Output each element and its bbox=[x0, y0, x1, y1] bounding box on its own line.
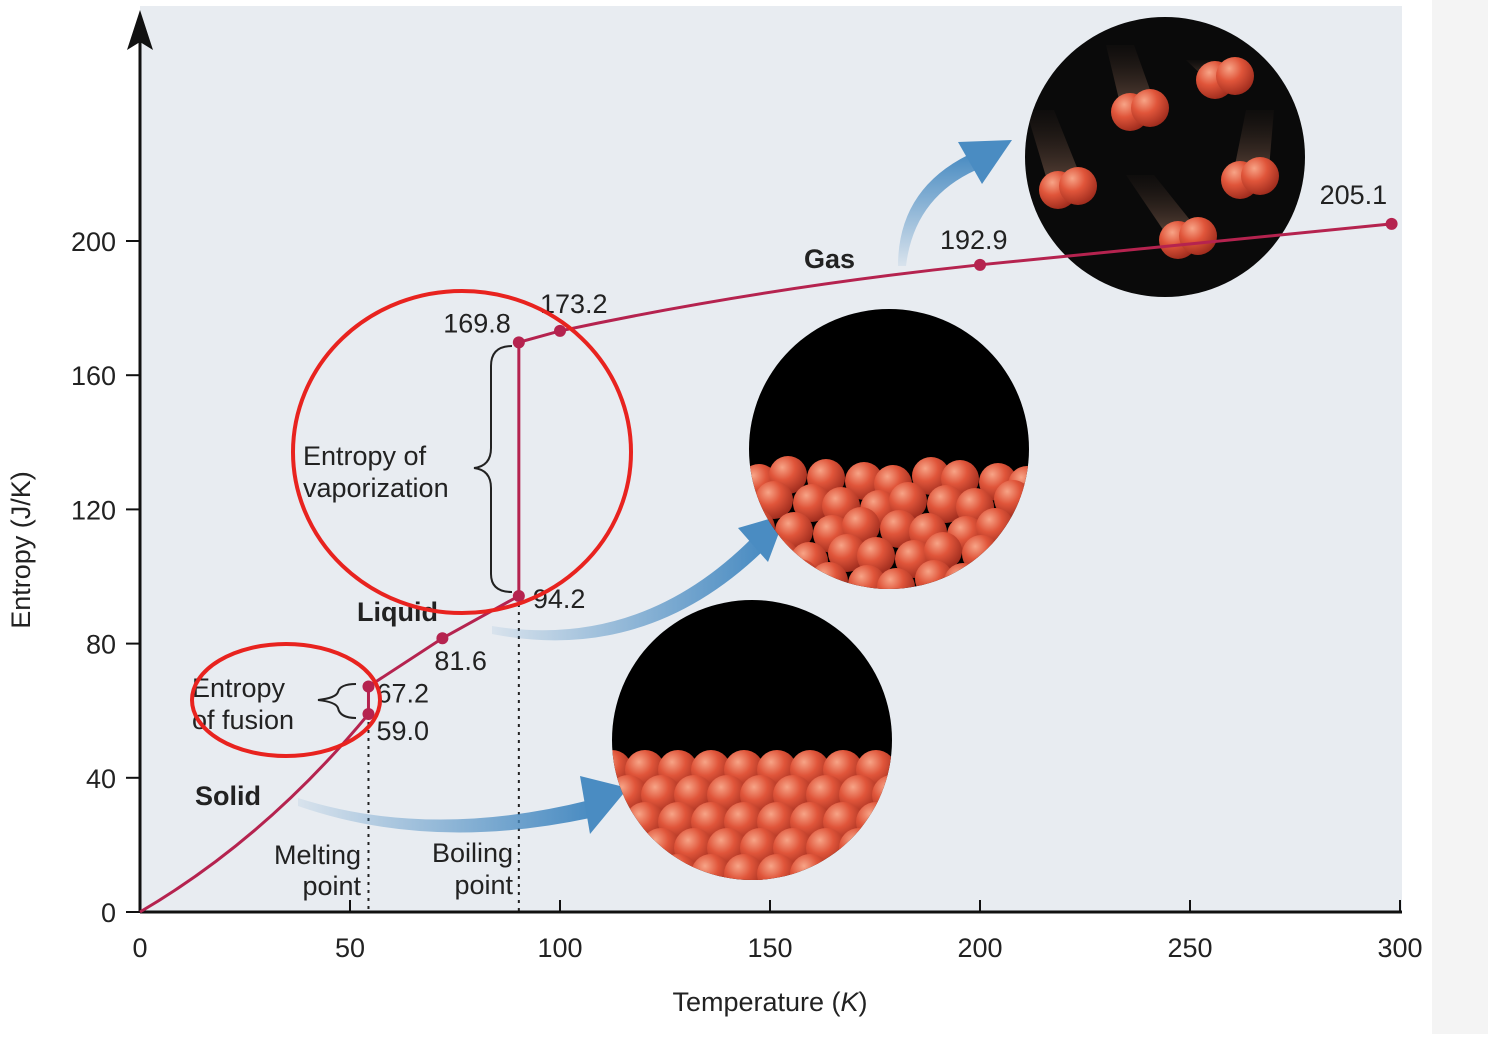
gas-molecular-view bbox=[1025, 17, 1305, 297]
vaporization-annotation-line2: vaporization bbox=[303, 473, 449, 503]
vaporization-highlight-circle bbox=[291, 289, 633, 615]
molecule-sphere bbox=[828, 534, 866, 572]
molecule-sphere bbox=[927, 485, 965, 523]
y-tick-label: 80 bbox=[86, 630, 116, 660]
x-tick-label: 150 bbox=[747, 933, 792, 963]
molecule-sphere bbox=[1241, 157, 1279, 195]
data-point bbox=[554, 324, 566, 337]
vaporization-annotation-line1: Entropy of bbox=[303, 441, 427, 471]
fusion-annotation-line1: Entropy bbox=[192, 673, 286, 703]
data-point-label: 94.2 bbox=[533, 584, 586, 614]
y-axis-title: Entropy (J/K) bbox=[6, 471, 36, 629]
boiling-point-label-line1: Boiling bbox=[432, 838, 513, 868]
data-point bbox=[974, 258, 986, 271]
molecule-sphere bbox=[1216, 57, 1254, 95]
gas-arrow-body bbox=[898, 155, 976, 266]
y-axis-ticks: 0 40 80 120 160 200 bbox=[71, 227, 140, 928]
molecule-sphere bbox=[1179, 217, 1217, 255]
x-axis-ticks: 0 50 100 150 200 250 300 bbox=[132, 900, 1423, 963]
x-tick-label: 250 bbox=[1167, 933, 1212, 963]
gas-label: Gas bbox=[804, 244, 855, 274]
molecule-sphere bbox=[845, 462, 883, 500]
data-point-label: 205.1 bbox=[1320, 180, 1388, 210]
data-point bbox=[436, 632, 449, 645]
y-axis-arrowhead bbox=[127, 10, 153, 50]
liquid-arrow-body bbox=[492, 538, 762, 641]
x-tick-label: 200 bbox=[957, 933, 1002, 963]
entropy-curve bbox=[139, 222, 1392, 914]
data-point bbox=[1385, 217, 1398, 230]
solid-label: Solid bbox=[195, 781, 261, 811]
molecule-sphere bbox=[1131, 89, 1169, 127]
y-tick-label: 0 bbox=[101, 898, 116, 928]
molecule-sphere bbox=[793, 484, 831, 522]
data-point-label: 169.8 bbox=[443, 308, 511, 338]
x-axis-title: Temperature (K) bbox=[672, 987, 867, 1017]
molecule-sphere bbox=[1059, 167, 1097, 205]
y-tick-label: 120 bbox=[71, 495, 116, 525]
data-point bbox=[362, 708, 375, 721]
data-point bbox=[512, 336, 525, 349]
fusion-brace bbox=[317, 683, 357, 719]
fusion-highlight-circle bbox=[190, 642, 382, 758]
data-point bbox=[512, 589, 525, 602]
molecule-sphere bbox=[757, 854, 797, 880]
data-point bbox=[362, 680, 375, 693]
right-margin-panel bbox=[1432, 0, 1488, 1034]
solid-arrow-head bbox=[580, 776, 628, 834]
y-tick-label: 40 bbox=[86, 764, 116, 794]
x-tick-label: 100 bbox=[537, 933, 582, 963]
y-tick-label: 200 bbox=[71, 227, 116, 257]
x-tick-label: 0 bbox=[132, 933, 147, 963]
x-tick-label: 50 bbox=[335, 933, 365, 963]
y-tick-label: 160 bbox=[71, 361, 116, 391]
molecule-sphere bbox=[880, 510, 918, 548]
gas-arrow-head bbox=[958, 140, 1012, 184]
entropy-chart: 0 50 100 150 200 250 300 0 40 80 120 160 200 Temper… bbox=[6, 6, 1423, 1017]
molecule-sphere bbox=[755, 481, 793, 519]
molecule-sphere bbox=[848, 565, 886, 589]
melting-point-label-line2: point bbox=[302, 871, 361, 901]
data-point-label: 81.6 bbox=[434, 646, 487, 676]
molecule-sphere bbox=[877, 568, 915, 589]
data-point-label: 67.2 bbox=[376, 679, 429, 709]
vaporization-brace bbox=[473, 345, 513, 593]
boiling-point-label-line2: point bbox=[454, 870, 513, 900]
melting-point-label-line1: Melting bbox=[274, 840, 361, 870]
liquid-molecular-view bbox=[749, 309, 1029, 589]
x-tick-label: 300 bbox=[1377, 933, 1422, 963]
molecule-sphere bbox=[912, 457, 950, 495]
molecule-sphere bbox=[724, 854, 764, 880]
solid-arrow-body bbox=[298, 798, 590, 833]
data-point-label: 59.0 bbox=[376, 716, 429, 746]
data-point-label: 192.9 bbox=[940, 225, 1008, 255]
